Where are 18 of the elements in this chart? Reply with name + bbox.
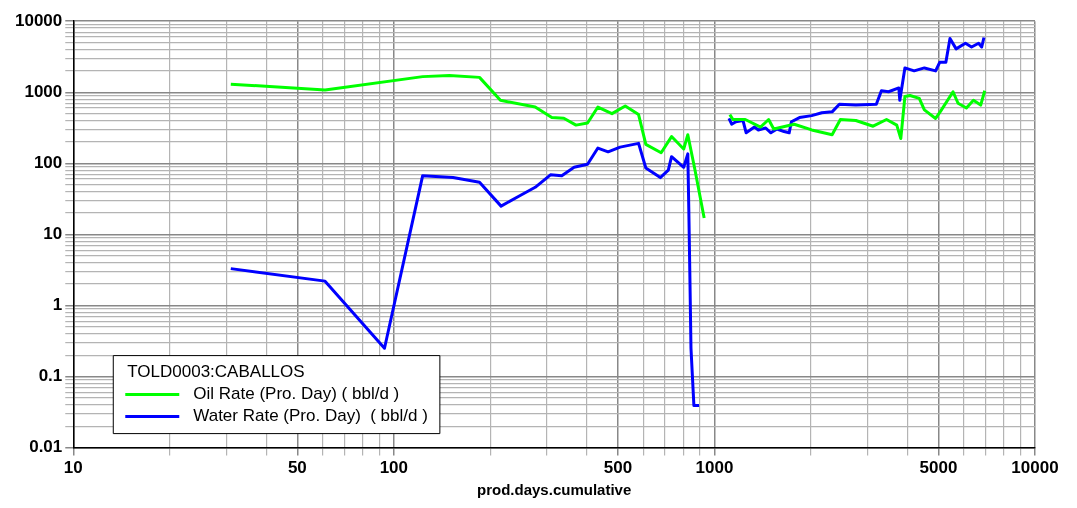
x-tick-label: 10000: [1011, 458, 1059, 478]
y-tick-label: 0.01: [29, 437, 63, 457]
y-tick-label: 1: [52, 295, 63, 315]
x-tick-label: 5000: [919, 458, 958, 478]
y-tick-label: 10: [43, 224, 63, 244]
y-tick-label: 1000: [24, 81, 63, 101]
x-tick-label: 500: [603, 458, 633, 478]
x-axis-title: prod.days.cumulative: [477, 481, 632, 499]
legend-label: Water Rate (Pro. Day) ( bbl/d ): [193, 406, 428, 426]
y-tick-label: 0.1: [38, 366, 63, 386]
x-tick-label: 10: [63, 458, 83, 478]
y-tick-label: 10000: [14, 10, 63, 30]
x-tick-label: 50: [287, 458, 307, 478]
x-tick-label: 100: [379, 458, 409, 478]
y-tick-label: 100: [33, 153, 63, 173]
x-tick-label: 1000: [695, 458, 734, 478]
legend-title: TOLD0003:CABALLOS: [127, 362, 305, 382]
legend-label: Oil Rate (Pro. Day) ( bbl/d ): [193, 384, 400, 404]
